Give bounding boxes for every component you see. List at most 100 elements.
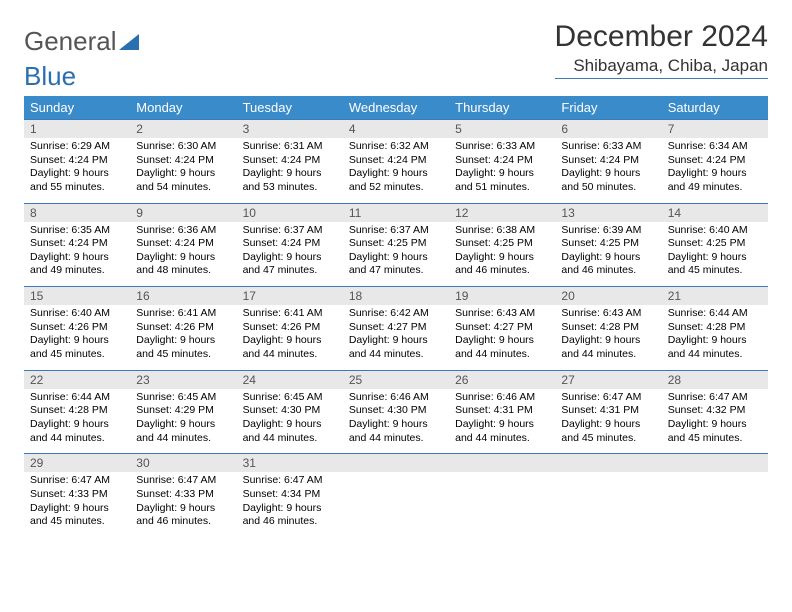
- calendar-day-cell: 28Sunrise: 6:47 AMSunset: 4:32 PMDayligh…: [662, 370, 768, 454]
- weekday-header: Thursday: [449, 96, 555, 120]
- day-number: 10: [237, 204, 343, 222]
- day-data: Sunrise: 6:37 AMSunset: 4:24 PMDaylight:…: [237, 222, 343, 287]
- day-number: 18: [343, 287, 449, 305]
- day-data: Sunrise: 6:47 AMSunset: 4:33 PMDaylight:…: [24, 472, 130, 537]
- day-number: 28: [662, 371, 768, 389]
- day-number: 15: [24, 287, 130, 305]
- calendar-day-cell: 12Sunrise: 6:38 AMSunset: 4:25 PMDayligh…: [449, 203, 555, 287]
- day-number: 27: [555, 371, 661, 389]
- day-number: 23: [130, 371, 236, 389]
- calendar-day-cell: 23Sunrise: 6:45 AMSunset: 4:29 PMDayligh…: [130, 370, 236, 454]
- calendar-day-cell: 17Sunrise: 6:41 AMSunset: 4:26 PMDayligh…: [237, 287, 343, 371]
- day-data: Sunrise: 6:47 AMSunset: 4:32 PMDaylight:…: [662, 389, 768, 454]
- day-data: Sunrise: 6:44 AMSunset: 4:28 PMDaylight:…: [662, 305, 768, 370]
- day-number: 6: [555, 120, 661, 138]
- day-data: Sunrise: 6:35 AMSunset: 4:24 PMDaylight:…: [24, 222, 130, 287]
- calendar-day-cell: 25Sunrise: 6:46 AMSunset: 4:30 PMDayligh…: [343, 370, 449, 454]
- day-number: 16: [130, 287, 236, 305]
- calendar-day-cell: 29Sunrise: 6:47 AMSunset: 4:33 PMDayligh…: [24, 454, 130, 537]
- day-number: 14: [662, 204, 768, 222]
- day-number: 5: [449, 120, 555, 138]
- day-number: [343, 454, 449, 472]
- day-number: 1: [24, 120, 130, 138]
- day-data: [555, 472, 661, 534]
- weekday-header: Tuesday: [237, 96, 343, 120]
- day-number: 3: [237, 120, 343, 138]
- day-number: 19: [449, 287, 555, 305]
- day-number: 2: [130, 120, 236, 138]
- day-number: [555, 454, 661, 472]
- day-data: Sunrise: 6:34 AMSunset: 4:24 PMDaylight:…: [662, 138, 768, 203]
- day-data: Sunrise: 6:47 AMSunset: 4:34 PMDaylight:…: [237, 472, 343, 537]
- calendar-week-row: 8Sunrise: 6:35 AMSunset: 4:24 PMDaylight…: [24, 203, 768, 287]
- calendar-day-cell: 27Sunrise: 6:47 AMSunset: 4:31 PMDayligh…: [555, 370, 661, 454]
- day-number: 22: [24, 371, 130, 389]
- day-data: Sunrise: 6:39 AMSunset: 4:25 PMDaylight:…: [555, 222, 661, 287]
- day-data: [662, 472, 768, 534]
- calendar-week-row: 22Sunrise: 6:44 AMSunset: 4:28 PMDayligh…: [24, 370, 768, 454]
- calendar-day-cell: 11Sunrise: 6:37 AMSunset: 4:25 PMDayligh…: [343, 203, 449, 287]
- day-number: 7: [662, 120, 768, 138]
- day-data: Sunrise: 6:43 AMSunset: 4:27 PMDaylight:…: [449, 305, 555, 370]
- day-data: [449, 472, 555, 534]
- day-number: 11: [343, 204, 449, 222]
- calendar-day-cell: 26Sunrise: 6:46 AMSunset: 4:31 PMDayligh…: [449, 370, 555, 454]
- calendar-day-cell: 5Sunrise: 6:33 AMSunset: 4:24 PMDaylight…: [449, 120, 555, 204]
- day-data: Sunrise: 6:31 AMSunset: 4:24 PMDaylight:…: [237, 138, 343, 203]
- calendar-table: SundayMondayTuesdayWednesdayThursdayFrid…: [24, 96, 768, 537]
- calendar-week-row: 29Sunrise: 6:47 AMSunset: 4:33 PMDayligh…: [24, 454, 768, 537]
- calendar-day-cell: 21Sunrise: 6:44 AMSunset: 4:28 PMDayligh…: [662, 287, 768, 371]
- logo: General: [24, 20, 141, 57]
- weekday-header: Monday: [130, 96, 236, 120]
- calendar-week-row: 1Sunrise: 6:29 AMSunset: 4:24 PMDaylight…: [24, 120, 768, 204]
- day-number: 13: [555, 204, 661, 222]
- calendar-day-cell: [662, 454, 768, 537]
- calendar-day-cell: [343, 454, 449, 537]
- calendar-day-cell: 31Sunrise: 6:47 AMSunset: 4:34 PMDayligh…: [237, 454, 343, 537]
- calendar-head: SundayMondayTuesdayWednesdayThursdayFrid…: [24, 96, 768, 120]
- day-data: Sunrise: 6:46 AMSunset: 4:31 PMDaylight:…: [449, 389, 555, 454]
- day-number: 9: [130, 204, 236, 222]
- calendar-day-cell: 2Sunrise: 6:30 AMSunset: 4:24 PMDaylight…: [130, 120, 236, 204]
- month-title: December 2024: [555, 20, 768, 54]
- calendar-day-cell: 18Sunrise: 6:42 AMSunset: 4:27 PMDayligh…: [343, 287, 449, 371]
- day-data: Sunrise: 6:32 AMSunset: 4:24 PMDaylight:…: [343, 138, 449, 203]
- day-number: 21: [662, 287, 768, 305]
- day-data: Sunrise: 6:38 AMSunset: 4:25 PMDaylight:…: [449, 222, 555, 287]
- calendar-day-cell: 24Sunrise: 6:45 AMSunset: 4:30 PMDayligh…: [237, 370, 343, 454]
- day-data: Sunrise: 6:45 AMSunset: 4:29 PMDaylight:…: [130, 389, 236, 454]
- calendar-day-cell: 16Sunrise: 6:41 AMSunset: 4:26 PMDayligh…: [130, 287, 236, 371]
- calendar-day-cell: 9Sunrise: 6:36 AMSunset: 4:24 PMDaylight…: [130, 203, 236, 287]
- calendar-week-row: 15Sunrise: 6:40 AMSunset: 4:26 PMDayligh…: [24, 287, 768, 371]
- day-number: 12: [449, 204, 555, 222]
- day-number: 4: [343, 120, 449, 138]
- weekday-header: Sunday: [24, 96, 130, 120]
- day-number: [662, 454, 768, 472]
- day-number: 25: [343, 371, 449, 389]
- calendar-day-cell: 1Sunrise: 6:29 AMSunset: 4:24 PMDaylight…: [24, 120, 130, 204]
- day-number: [449, 454, 555, 472]
- day-data: Sunrise: 6:30 AMSunset: 4:24 PMDaylight:…: [130, 138, 236, 203]
- logo-word1: General: [24, 26, 117, 57]
- day-data: Sunrise: 6:47 AMSunset: 4:33 PMDaylight:…: [130, 472, 236, 537]
- day-data: Sunrise: 6:36 AMSunset: 4:24 PMDaylight:…: [130, 222, 236, 287]
- logo-word2: Blue: [24, 61, 768, 92]
- day-number: 8: [24, 204, 130, 222]
- calendar-day-cell: 13Sunrise: 6:39 AMSunset: 4:25 PMDayligh…: [555, 203, 661, 287]
- calendar-day-cell: 19Sunrise: 6:43 AMSunset: 4:27 PMDayligh…: [449, 287, 555, 371]
- day-data: Sunrise: 6:29 AMSunset: 4:24 PMDaylight:…: [24, 138, 130, 203]
- calendar-day-cell: 6Sunrise: 6:33 AMSunset: 4:24 PMDaylight…: [555, 120, 661, 204]
- calendar-day-cell: [449, 454, 555, 537]
- day-data: Sunrise: 6:40 AMSunset: 4:25 PMDaylight:…: [662, 222, 768, 287]
- calendar-day-cell: 10Sunrise: 6:37 AMSunset: 4:24 PMDayligh…: [237, 203, 343, 287]
- day-number: 20: [555, 287, 661, 305]
- day-data: [343, 472, 449, 534]
- logo-triangle-icon: [119, 34, 139, 50]
- day-data: Sunrise: 6:41 AMSunset: 4:26 PMDaylight:…: [130, 305, 236, 370]
- day-data: Sunrise: 6:42 AMSunset: 4:27 PMDaylight:…: [343, 305, 449, 370]
- day-data: Sunrise: 6:43 AMSunset: 4:28 PMDaylight:…: [555, 305, 661, 370]
- day-number: 26: [449, 371, 555, 389]
- calendar-day-cell: 4Sunrise: 6:32 AMSunset: 4:24 PMDaylight…: [343, 120, 449, 204]
- calendar-day-cell: 8Sunrise: 6:35 AMSunset: 4:24 PMDaylight…: [24, 203, 130, 287]
- day-number: 17: [237, 287, 343, 305]
